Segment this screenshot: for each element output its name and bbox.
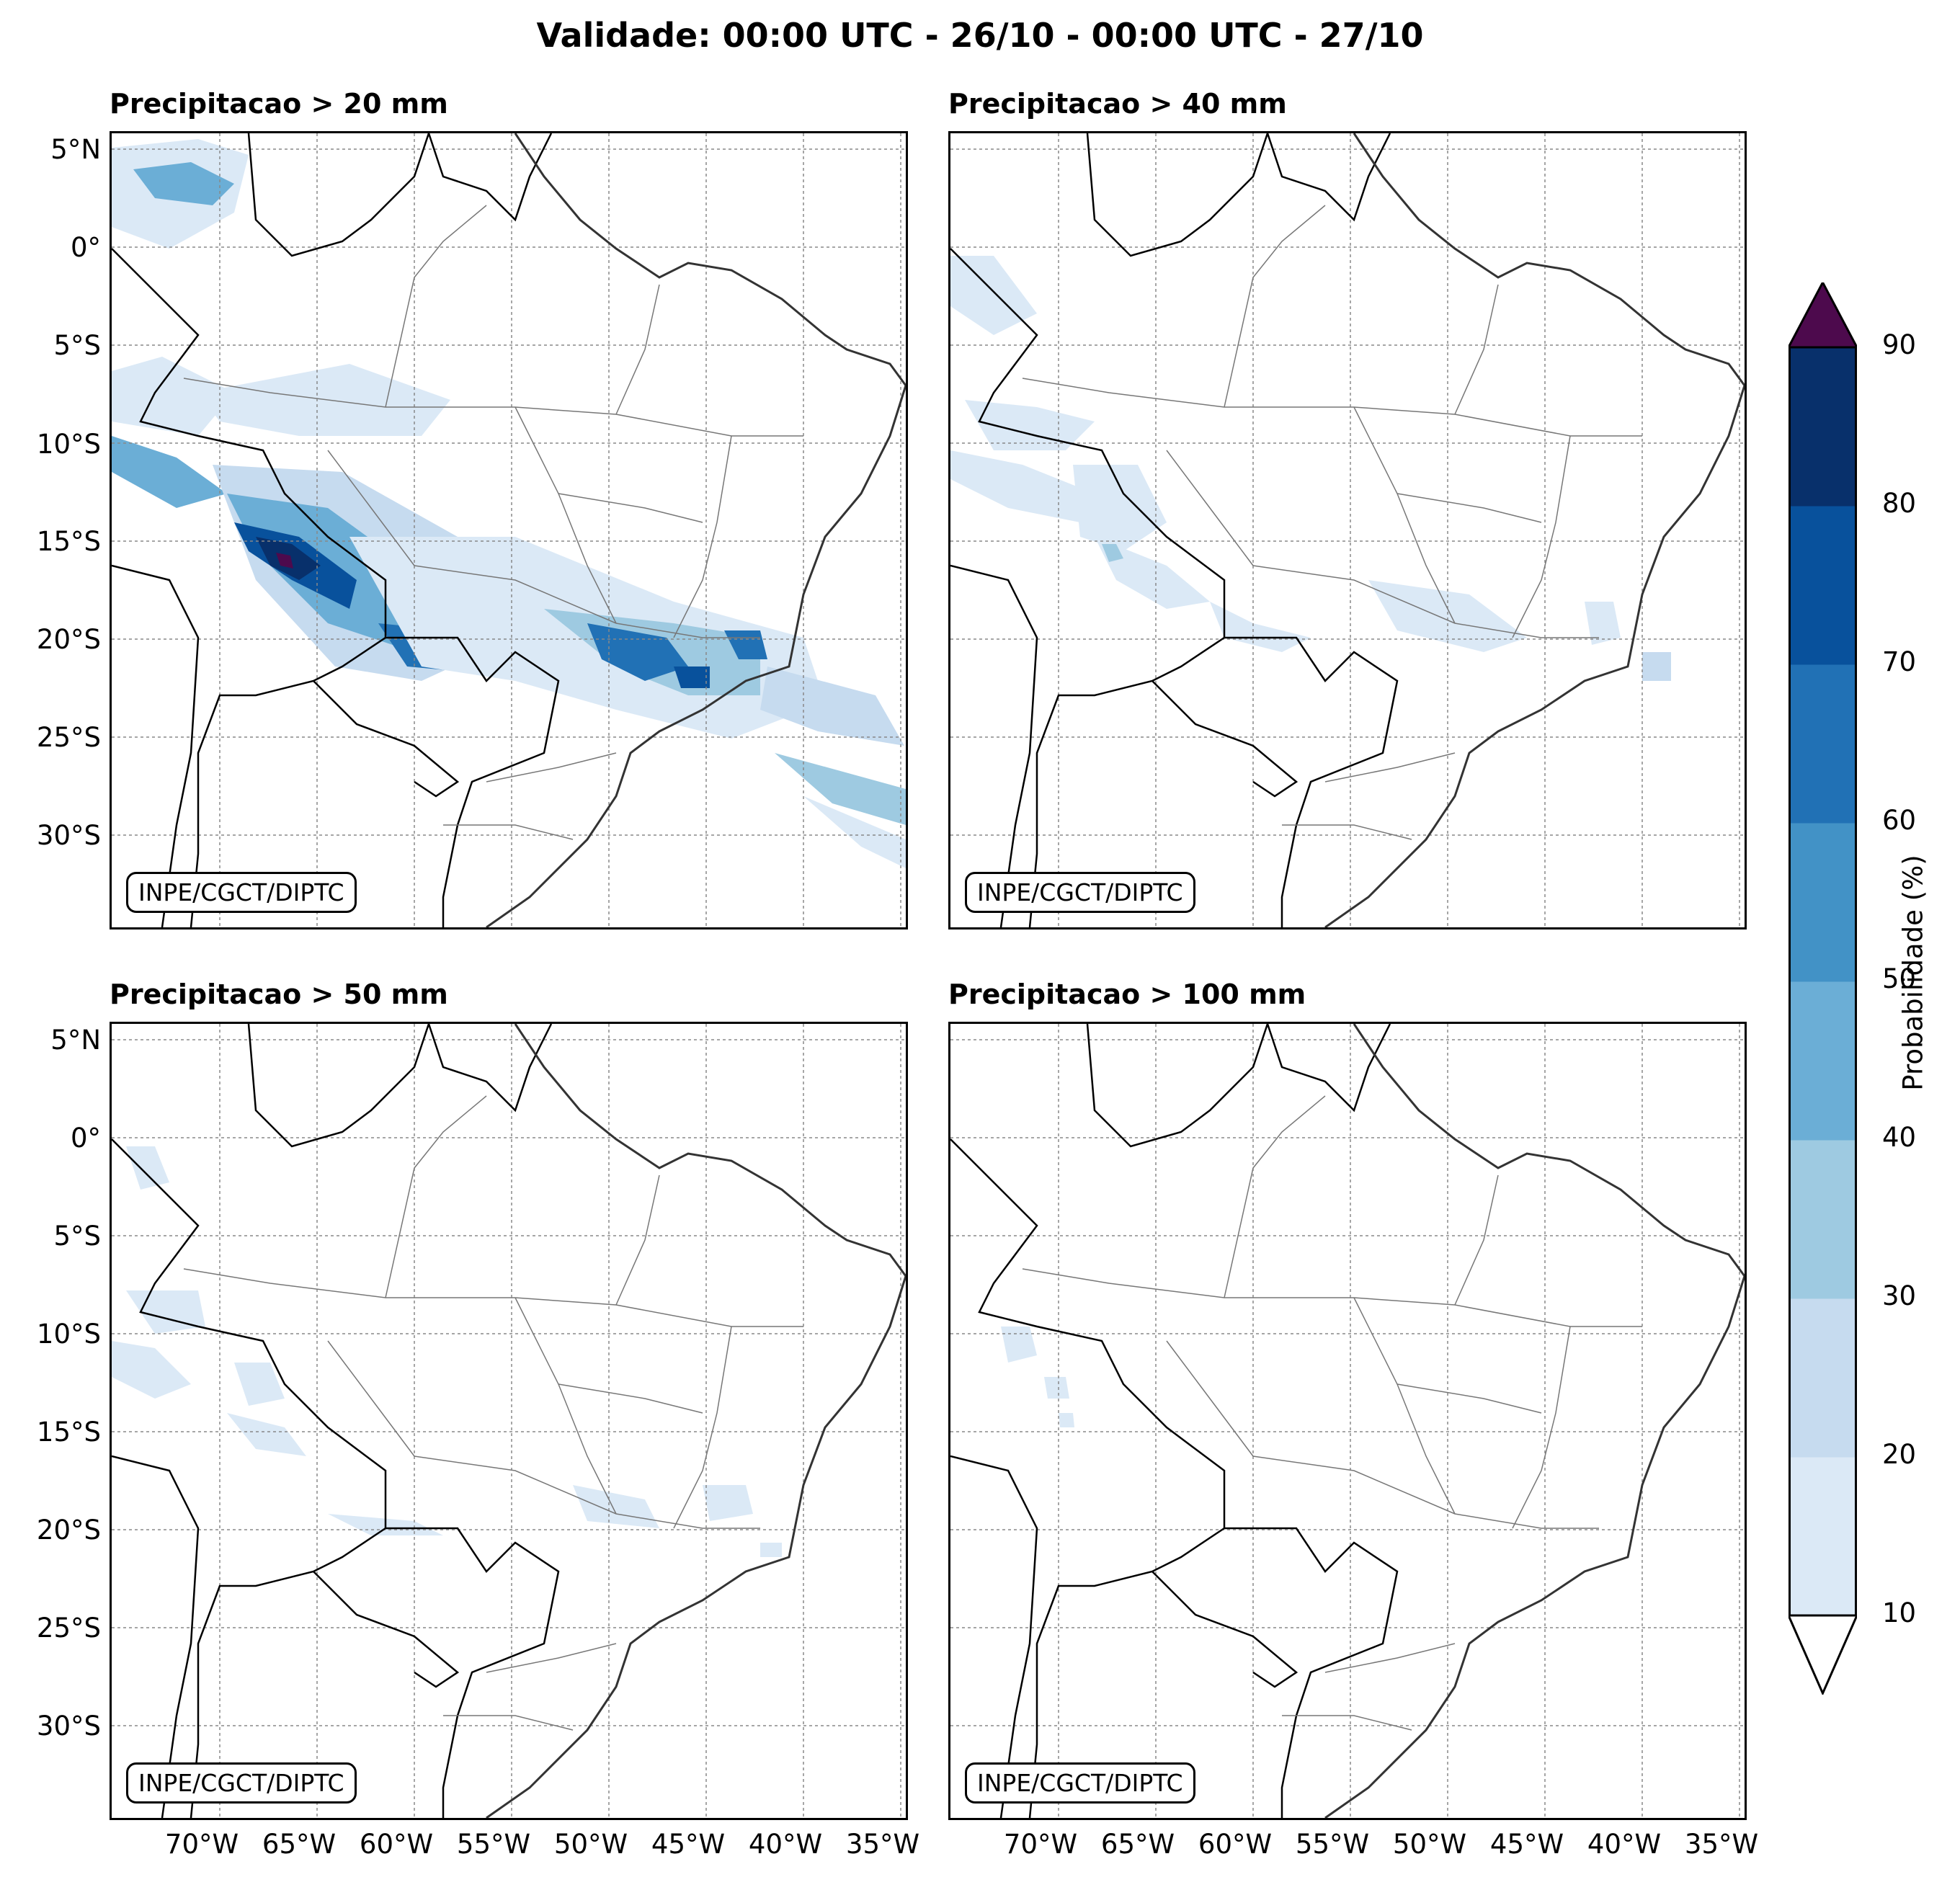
colorbar-tick: 90 [1882, 329, 1917, 360]
lat-label: 10°S [36, 429, 101, 460]
colorbar-bin [1788, 1298, 1857, 1458]
map-40mm-canvas [950, 133, 1745, 927]
brazil-coastline [486, 133, 906, 927]
lon-label: 65°W [262, 1829, 337, 1860]
colorbar-over-arrow [1788, 282, 1857, 349]
country-borders [950, 1024, 1399, 1818]
map-100mm-canvas [950, 1024, 1745, 1818]
lat-label: 20°S [36, 624, 101, 655]
panel-title-20mm: Precipitacao > 20 mm [110, 88, 448, 120]
lon-label: 70°W [1003, 1829, 1078, 1860]
lon-label: 60°W [1198, 1829, 1273, 1860]
map-50mm-canvas [112, 1024, 906, 1818]
lon-label: 45°W [1489, 1829, 1564, 1860]
lon-label: 35°W [1684, 1829, 1759, 1860]
colorbar-tick: 10 [1882, 1597, 1917, 1628]
lat-label: 30°S [36, 1711, 101, 1742]
lon-label: 65°W [1100, 1829, 1175, 1860]
map-panel-20mm: INPE/CGCT/DIPTC [110, 131, 908, 929]
graticule [950, 133, 1745, 927]
state-borders [1022, 1095, 1642, 1731]
credit-box: INPE/CGCT/DIPTC [126, 872, 357, 913]
colorbar-tick: 40 [1882, 1122, 1917, 1153]
lat-label: 25°S [36, 722, 101, 753]
colorbar-bins [1788, 347, 1857, 1616]
colorbar-tick: 60 [1882, 805, 1917, 836]
colorbar-bin [1788, 506, 1857, 665]
colorbar-bin [1788, 347, 1857, 507]
lon-label: 50°W [553, 1829, 628, 1860]
probability-shading [112, 1146, 782, 1557]
lat-label: 30°S [36, 820, 101, 851]
lat-label: 5°S [53, 330, 101, 361]
credit-box: INPE/CGCT/DIPTC [965, 872, 1195, 913]
probability-shading [1001, 1327, 1074, 1427]
country-borders [950, 133, 1399, 927]
lat-label: 0° [70, 1123, 101, 1154]
colorbar-bin [1788, 664, 1857, 824]
colorbar-bin [1788, 1457, 1857, 1616]
state-borders [183, 205, 803, 840]
panel-title-40mm: Precipitacao > 40 mm [948, 88, 1287, 120]
lat-label: 20°S [36, 1515, 101, 1546]
brazil-coastline [486, 1024, 906, 1818]
colorbar-bin [1788, 1140, 1857, 1299]
colorbar-label: Probabilidade (%) [1897, 855, 1929, 1091]
panel-title-50mm: Precipitacao > 50 mm [110, 978, 448, 1010]
colorbar-bin [1788, 981, 1857, 1141]
lon-label: 55°W [1295, 1829, 1370, 1860]
lat-label: 15°S [36, 1417, 101, 1448]
lon-label: 40°W [748, 1829, 823, 1860]
lon-label: 45°W [651, 1829, 726, 1860]
country-borders [112, 133, 560, 927]
probability-shading [112, 139, 906, 868]
panel-title-100mm: Precipitacao > 100 mm [948, 978, 1306, 1010]
lon-label: 50°W [1392, 1829, 1467, 1860]
lon-label: 35°W [845, 1829, 920, 1860]
lon-label: 60°W [359, 1829, 434, 1860]
lat-label: 5°S [53, 1221, 101, 1252]
brazil-coastline [1324, 1024, 1745, 1818]
lon-label: 70°W [164, 1829, 239, 1860]
colorbar-tick: 80 [1882, 488, 1917, 519]
lat-label: 0° [70, 232, 101, 263]
colorbar-tick: 50 [1882, 963, 1917, 994]
map-panel-100mm: INPE/CGCT/DIPTC [948, 1022, 1747, 1820]
brazil-coastline [1324, 133, 1745, 927]
lat-label: 5°N [50, 1025, 101, 1056]
colorbar-under-arrow [1788, 1614, 1857, 1695]
page-title: Validade: 00:00 UTC - 26/10 - 00:00 UTC … [536, 16, 1424, 55]
colorbar-tick: 70 [1882, 646, 1917, 677]
map-panel-50mm: INPE/CGCT/DIPTC [110, 1022, 908, 1820]
credit-box: INPE/CGCT/DIPTC [126, 1762, 357, 1804]
colorbar-tick: 20 [1882, 1439, 1917, 1470]
lon-label: 55°W [456, 1829, 531, 1860]
colorbar-bin [1788, 823, 1857, 982]
lat-label: 15°S [36, 526, 101, 557]
colorbar-tick: 30 [1882, 1280, 1917, 1311]
credit-box: INPE/CGCT/DIPTC [965, 1762, 1195, 1804]
map-20mm-canvas [112, 133, 906, 927]
graticule [112, 133, 906, 927]
lon-label: 40°W [1587, 1829, 1662, 1860]
graticule [112, 1024, 906, 1818]
lat-label: 5°N [50, 134, 101, 165]
lat-label: 25°S [36, 1613, 101, 1644]
country-borders [112, 1024, 560, 1818]
state-borders [183, 1095, 803, 1731]
state-borders [1022, 205, 1642, 840]
map-panel-40mm: INPE/CGCT/DIPTC [948, 131, 1747, 929]
colorbar [1788, 282, 1857, 1695]
lat-label: 10°S [36, 1319, 101, 1350]
